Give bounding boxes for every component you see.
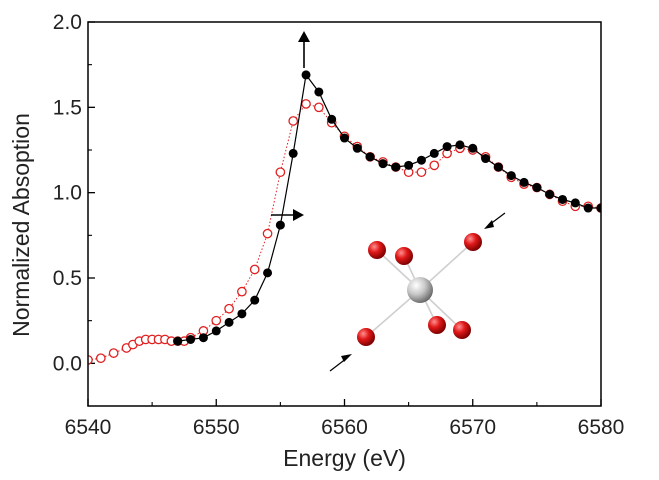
- data-point: [481, 154, 491, 164]
- data-point: [314, 87, 324, 97]
- data-point: [95, 353, 106, 364]
- data-point: [416, 155, 426, 165]
- plot-frame: [87, 21, 602, 407]
- data-point: [250, 295, 260, 305]
- edge-arrow-right: [271, 209, 304, 221]
- axis-ticks: 6540 6550 6560 6570 6580 0.0 0.5 1.0 1.5 2.0: [53, 11, 625, 439]
- ligand-atom: [464, 233, 482, 251]
- data-point: [416, 167, 427, 178]
- data-point: [211, 315, 222, 326]
- data-point: [108, 348, 119, 358]
- data-point: [263, 268, 273, 278]
- series-line: [177, 73, 601, 342]
- y-tick-label: 1.5: [53, 96, 82, 119]
- data-point: [288, 116, 299, 126]
- data-point: [173, 336, 183, 346]
- data-point: [429, 160, 440, 171]
- y-tick-label: 0.0: [53, 352, 82, 375]
- ligand-atom: [395, 247, 413, 265]
- data-point: [186, 334, 196, 344]
- data-point: [558, 194, 568, 204]
- data-point: [237, 309, 247, 319]
- data-point: [532, 183, 542, 193]
- compression-arrow-top: [484, 212, 506, 229]
- x-tick-label: 6580: [578, 416, 625, 439]
- molecule-inset: [329, 212, 506, 372]
- data-point: [455, 140, 465, 150]
- data-point: [275, 220, 285, 230]
- y-axis-title: Normalized Absoption: [8, 113, 34, 337]
- ligand-atom: [453, 321, 471, 339]
- peak-arrow-up: [298, 31, 310, 68]
- data-point: [237, 286, 247, 297]
- data-point: [262, 228, 273, 239]
- data-point: [442, 142, 452, 152]
- data-point: [570, 198, 580, 208]
- data-point: [545, 189, 555, 199]
- data-point: [301, 70, 311, 80]
- y-tick-label: 0.5: [53, 267, 82, 290]
- data-point: [288, 148, 298, 158]
- data-point: [365, 152, 375, 162]
- data-point: [301, 99, 311, 109]
- data-point: [493, 162, 503, 172]
- series-filled-black: [173, 70, 601, 346]
- data-point: [313, 102, 324, 113]
- data-point: [340, 133, 349, 143]
- y-tick-label: 2.0: [53, 11, 82, 34]
- ligand-atom: [368, 241, 386, 259]
- data-point: [327, 114, 337, 124]
- central-atom: [407, 277, 433, 303]
- y-tick-label: 1.0: [53, 182, 82, 205]
- data-point: [378, 159, 388, 169]
- ligand-atom: [428, 316, 446, 334]
- data-point: [224, 317, 234, 327]
- data-point: [352, 143, 362, 153]
- data-point: [404, 160, 414, 170]
- x-axis-title: Energy (eV): [283, 445, 406, 471]
- x-tick-label: 6540: [65, 416, 112, 439]
- ligand-atom: [357, 328, 375, 346]
- x-tick-label: 6560: [321, 416, 368, 439]
- x-tick-label: 6550: [193, 416, 240, 439]
- data-point: [506, 171, 516, 181]
- compression-arrow-bottom: [329, 354, 352, 372]
- data-point: [429, 148, 439, 158]
- data-point: [391, 162, 401, 172]
- data-point: [211, 326, 221, 336]
- data-point: [583, 203, 593, 213]
- data-point: [468, 143, 478, 153]
- data-point: [519, 177, 529, 187]
- data-point: [275, 167, 286, 178]
- data-point: [198, 333, 208, 343]
- data-point: [249, 264, 260, 275]
- data-point: [224, 303, 234, 314]
- x-tick-label: 6570: [449, 416, 496, 439]
- data-point: [596, 203, 601, 213]
